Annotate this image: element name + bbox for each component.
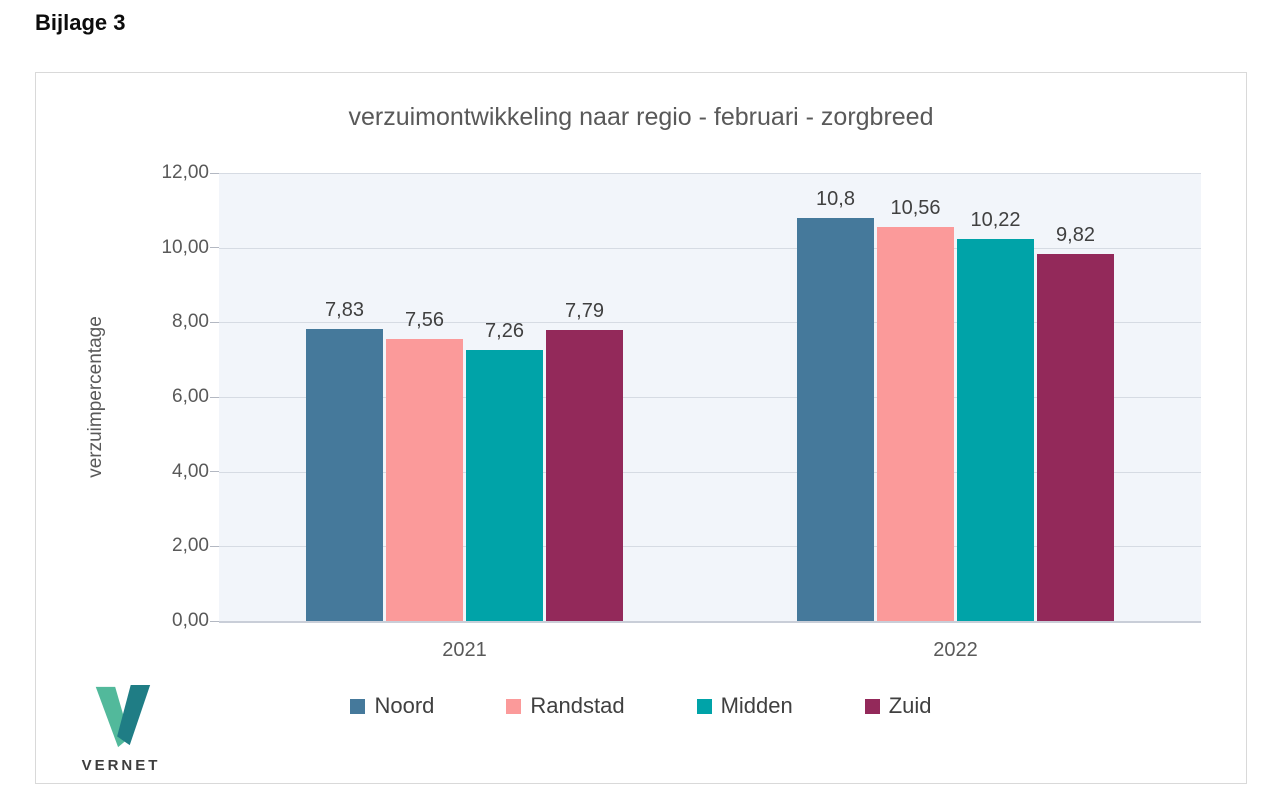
legend-item: Randstad [506,693,625,719]
plot-area: 7,83 7,56 7,26 7,79 10,8 10,56 10,22 9,82 [210,172,1201,623]
y-axis-tick [210,545,219,547]
bar-value-label: 7,56 [405,308,444,331]
bar-value-label: 7,26 [485,319,524,342]
bar: 10,8 [797,188,874,621]
y-tick-label: 2,00 [172,535,209,557]
bar: 10,22 [957,209,1034,621]
legend-item: Noord [350,693,434,719]
bar-value-label: 7,79 [565,300,604,323]
bar-group: 10,8 10,56 10,22 9,82 [710,188,1201,621]
bar: 7,56 [386,309,463,621]
bar: 7,79 [546,300,623,621]
y-axis-tick [210,471,219,473]
y-tick-label: 4,00 [172,460,209,482]
chart-container: verzuimontwikkeling naar regio - februar… [35,72,1247,784]
y-tick-label: 6,00 [172,386,209,407]
legend-item: Zuid [864,693,932,719]
legend-swatch [864,698,880,714]
y-tick-label: 12,00 [161,162,209,183]
y-tick-label: 10,00 [161,236,209,258]
y-axis-tick [210,620,219,622]
grid-line [219,397,1201,398]
y-tick-label: 0,00 [172,610,209,631]
y-axis-tick [210,321,219,323]
bar-value-label: 10,22 [970,209,1021,232]
legend-label: Zuid [888,693,932,718]
x-category-label: 2021 [442,639,487,661]
y-axis-tick [210,172,219,174]
legend-swatch [506,698,522,714]
bar-group: 7,83 7,56 7,26 7,79 [219,299,710,621]
page-heading: Bijlage 3 [35,10,126,35]
legend-label: Randstad [530,693,625,718]
grid-line [219,471,1201,473]
bar-value-label: 10,56 [890,196,941,219]
y-tick-label: 8,00 [172,311,209,333]
chart-title: verzuimontwikkeling naar regio - februar… [348,103,934,131]
grid-line [219,247,1201,249]
x-category-label: 2022 [933,639,978,661]
bar: 10,56 [877,197,954,621]
y-axis-tick [210,396,219,398]
legend-swatch [350,698,366,714]
grid-line [219,546,1201,548]
vernet-logo-icon [95,684,151,748]
bar-value-label: 7,83 [325,298,364,321]
bar: 9,82 [1037,224,1114,621]
bar-value-label: 9,82 [1056,224,1095,247]
grid-line [219,322,1201,324]
y-axis-tick [210,247,219,249]
legend-label: Midden [720,693,793,718]
vernet-logo: VERNET [61,683,181,774]
legend: Noord Randstad Midden Zuid [36,693,1246,719]
legend-item: Midden [696,693,793,719]
grid-line [219,173,1201,174]
bar: 7,26 [466,320,543,621]
logo-v-dark [117,684,151,746]
bar: 7,83 [306,299,383,621]
legend-label: Noord [374,693,435,718]
legend-swatch [696,698,712,714]
bar-value-label: 10,8 [816,187,855,210]
y-axis-tick-labels: 0,00 2,00 4,00 6,00 8,00 10,00 12,00 [36,162,209,631]
vernet-logo-text: VERNET [81,757,161,774]
